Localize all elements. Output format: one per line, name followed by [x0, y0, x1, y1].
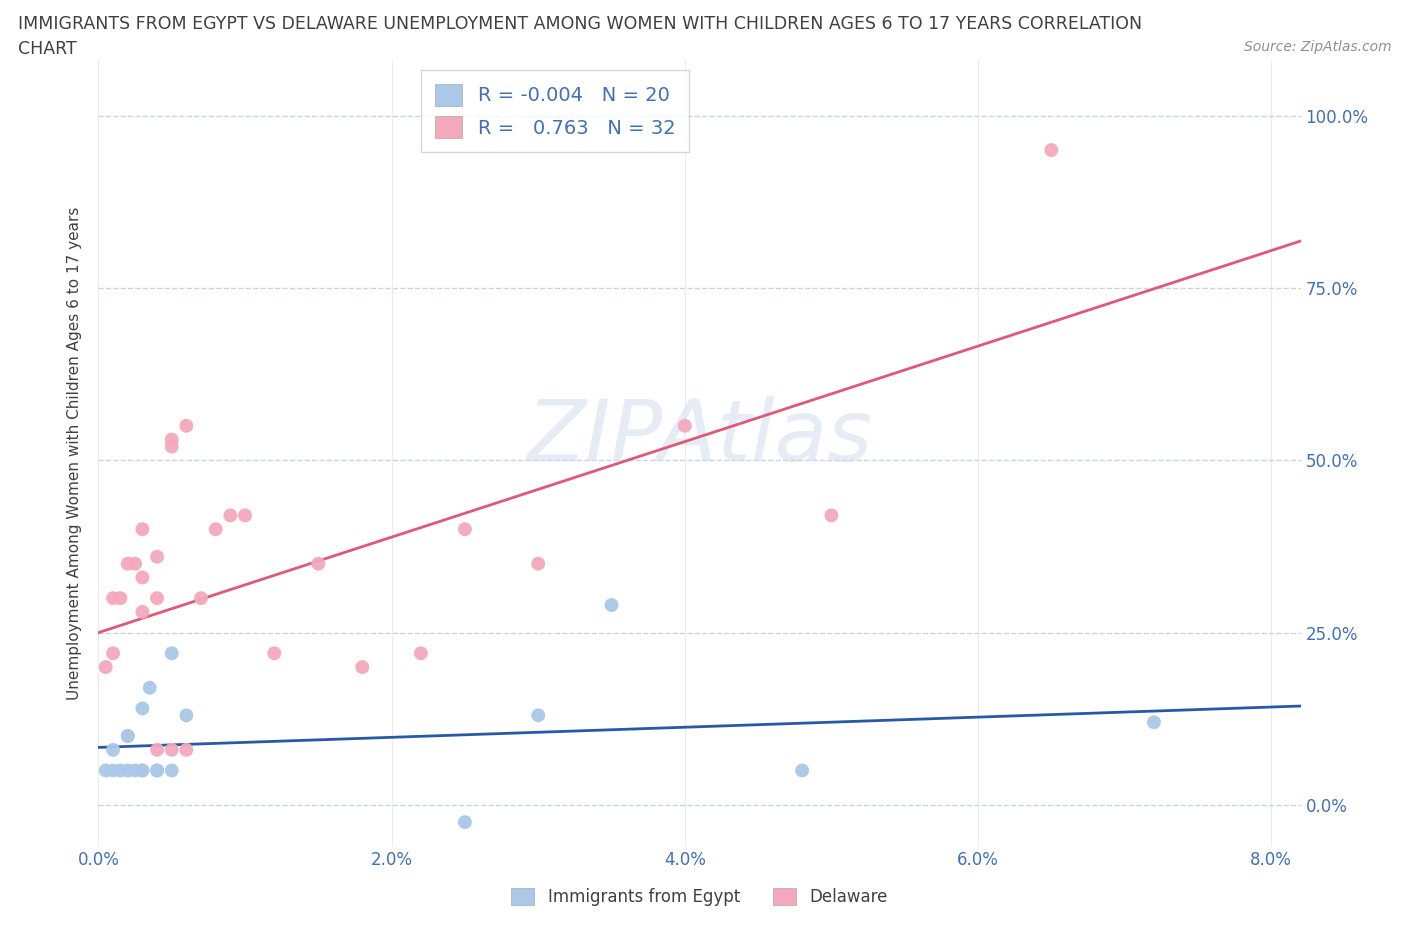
Point	[101, 645, 124, 660]
Point	[527, 556, 550, 571]
Text: Source: ZipAtlas.com: Source: ZipAtlas.com	[1244, 40, 1392, 54]
Text: CHART: CHART	[18, 40, 77, 58]
Point	[190, 591, 212, 605]
Point	[94, 659, 117, 674]
Point	[131, 701, 153, 716]
Point	[117, 763, 139, 777]
Point	[219, 508, 242, 523]
Point	[176, 708, 198, 723]
Point	[101, 742, 124, 757]
Point	[160, 439, 183, 454]
Point	[117, 556, 139, 571]
Point	[138, 681, 160, 696]
Point	[673, 418, 696, 433]
Point	[790, 763, 813, 777]
Y-axis label: Unemployment Among Women with Children Ages 6 to 17 years: Unemployment Among Women with Children A…	[67, 206, 83, 700]
Point	[131, 522, 153, 537]
Point	[600, 598, 623, 613]
Point	[160, 432, 183, 447]
Text: IMMIGRANTS FROM EGYPT VS DELAWARE UNEMPLOYMENT AMONG WOMEN WITH CHILDREN AGES 6 : IMMIGRANTS FROM EGYPT VS DELAWARE UNEMPL…	[18, 15, 1143, 33]
Point	[307, 556, 329, 571]
Point	[820, 508, 842, 523]
Point	[124, 763, 146, 777]
Point	[146, 591, 169, 605]
Point	[146, 550, 169, 565]
Point	[110, 591, 132, 605]
Point	[1040, 142, 1063, 157]
Point	[263, 645, 285, 660]
Point	[146, 763, 169, 777]
Point	[1143, 715, 1166, 730]
Point	[204, 522, 226, 537]
Point	[233, 508, 256, 523]
Point	[117, 728, 139, 743]
Point	[131, 763, 153, 777]
Point	[160, 645, 183, 660]
Point	[117, 728, 139, 743]
Point	[94, 763, 117, 777]
Point	[131, 570, 153, 585]
Point	[131, 763, 153, 777]
Point	[146, 742, 169, 757]
Point	[124, 556, 146, 571]
Point	[454, 522, 477, 537]
Point	[131, 604, 153, 619]
Point	[352, 659, 374, 674]
Point	[160, 763, 183, 777]
Point	[146, 763, 169, 777]
Point	[101, 591, 124, 605]
Point	[160, 742, 183, 757]
Point	[527, 708, 550, 723]
Point	[176, 742, 198, 757]
Text: ZIPAtlas: ZIPAtlas	[526, 396, 873, 479]
Point	[176, 418, 198, 433]
Legend: Immigrants from Egypt, Delaware: Immigrants from Egypt, Delaware	[505, 881, 894, 912]
Point	[101, 763, 124, 777]
Point	[454, 815, 477, 830]
Point	[409, 645, 432, 660]
Point	[110, 763, 132, 777]
